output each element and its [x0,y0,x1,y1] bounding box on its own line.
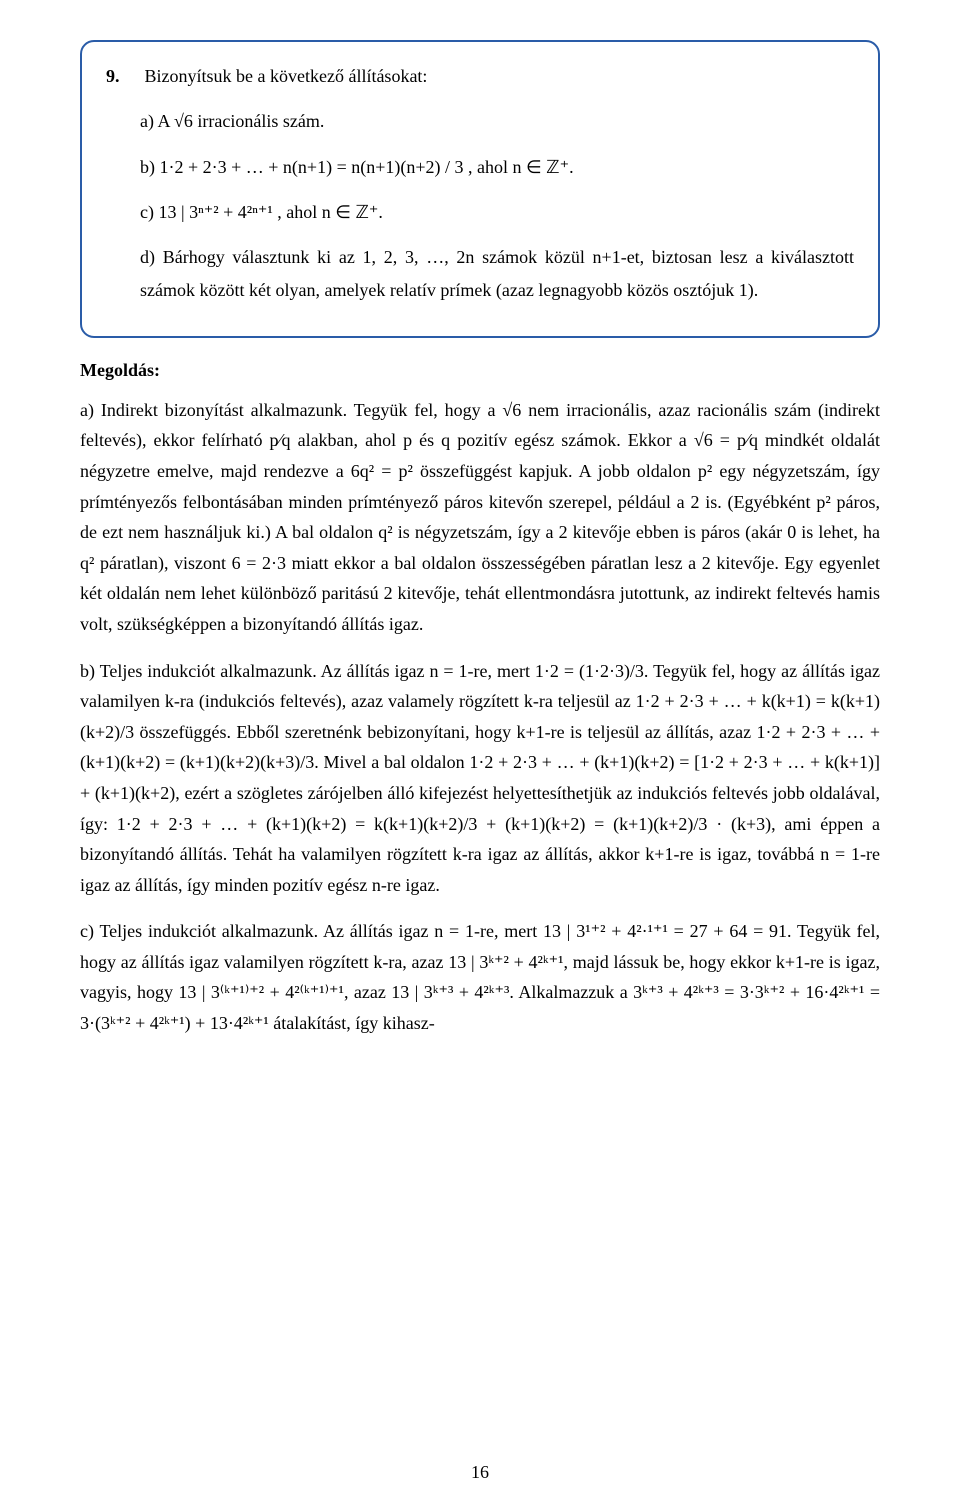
page-number: 16 [0,1462,960,1483]
solution-b: b) Teljes indukciót alkalmazunk. Az állí… [80,656,880,901]
solution-a: a) Indirekt bizonyítást alkalmazunk. Teg… [80,395,880,640]
problem-item-a: a) A √6 irracionális szám. [106,105,854,138]
problem-item-b: b) 1·2 + 2·3 + … + n(n+1) = n(n+1)(n+2) … [106,151,854,184]
problem-item-c: c) 13 | 3ⁿ⁺² + 4²ⁿ⁺¹ , ahol n ∈ ℤ⁺. [106,196,854,229]
solution-body: a) Indirekt bizonyítást alkalmazunk. Teg… [80,395,880,1039]
solution-c: c) Teljes indukciót alkalmazunk. Az állí… [80,916,880,1038]
problem-heading: 9. Bizonyítsuk be a következő állításoka… [106,60,854,93]
problem-box: 9. Bizonyítsuk be a következő állításoka… [80,40,880,338]
page: 9. Bizonyítsuk be a következő állításoka… [0,0,960,1501]
problem-number: 9. [106,60,140,93]
problem-item-d: d) Bárhogy választunk ki az 1, 2, 3, …, … [106,241,854,308]
problem-intro: Bizonyítsuk be a következő állításokat: [145,66,428,86]
solution-heading: Megoldás: [80,360,880,381]
